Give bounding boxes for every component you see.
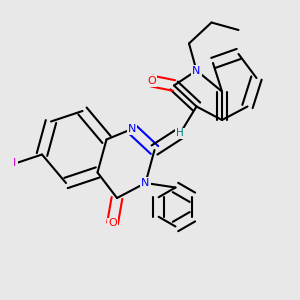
Text: I: I	[14, 158, 16, 169]
Text: O: O	[147, 76, 156, 86]
Text: N: N	[141, 178, 150, 188]
Text: H: H	[176, 128, 184, 139]
Text: N: N	[128, 124, 136, 134]
Text: O: O	[108, 218, 117, 229]
Text: N: N	[192, 65, 201, 76]
